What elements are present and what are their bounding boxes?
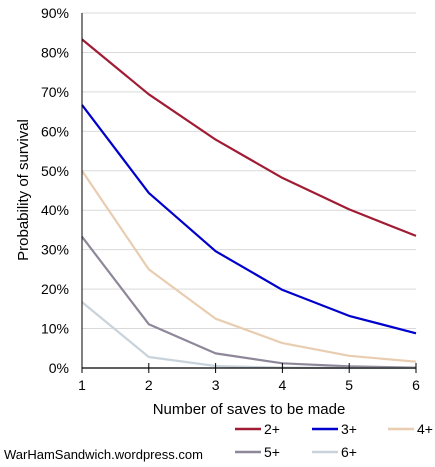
y-tick-label: 50%	[41, 163, 69, 179]
legend-label: 4+	[417, 421, 433, 437]
legend-label: 5+	[264, 444, 280, 460]
series-line-2+	[81, 38, 417, 237]
y-tick-label: 30%	[41, 242, 69, 258]
legend: 2+ 3+ 4+ 5+ 6+	[235, 421, 433, 460]
legend-label: 3+	[341, 421, 357, 437]
series-lines	[81, 38, 417, 370]
y-axis-title: Probability of survival	[15, 119, 32, 261]
x-tick-labels: 1 2 3 4 5 6	[78, 377, 420, 393]
x-tick-label: 5	[345, 377, 353, 393]
legend-label: 2+	[264, 421, 280, 437]
x-tick-label: 3	[212, 377, 220, 393]
y-tick-label: 20%	[41, 281, 69, 297]
x-tick-label: 1	[78, 377, 86, 393]
y-tick-label: 0%	[49, 360, 69, 376]
y-tick-label: 40%	[41, 202, 69, 218]
axes	[81, 13, 417, 373]
x-tick-label: 2	[145, 377, 153, 393]
y-tick-label: 60%	[41, 123, 69, 139]
y-tick-label: 70%	[41, 84, 69, 100]
gridlines	[82, 12, 416, 330]
x-axis-title: Number of saves to be made	[153, 401, 346, 418]
y-tick-label: 90%	[41, 5, 69, 21]
series-line-4+	[81, 170, 417, 363]
x-tick-label: 6	[412, 377, 420, 393]
y-tick-label: 10%	[41, 321, 69, 337]
series-line-5+	[81, 236, 417, 369]
x-tick-label: 4	[279, 377, 287, 393]
y-tick-labels: 0% 10% 20% 30% 40% 50% 60% 70% 80% 90%	[41, 5, 69, 376]
y-tick-label: 80%	[41, 44, 69, 60]
series-line-3+	[81, 104, 417, 335]
legend-label: 6+	[341, 444, 357, 460]
site-credit: WarHamSandwich.wordpress.com	[4, 447, 203, 462]
